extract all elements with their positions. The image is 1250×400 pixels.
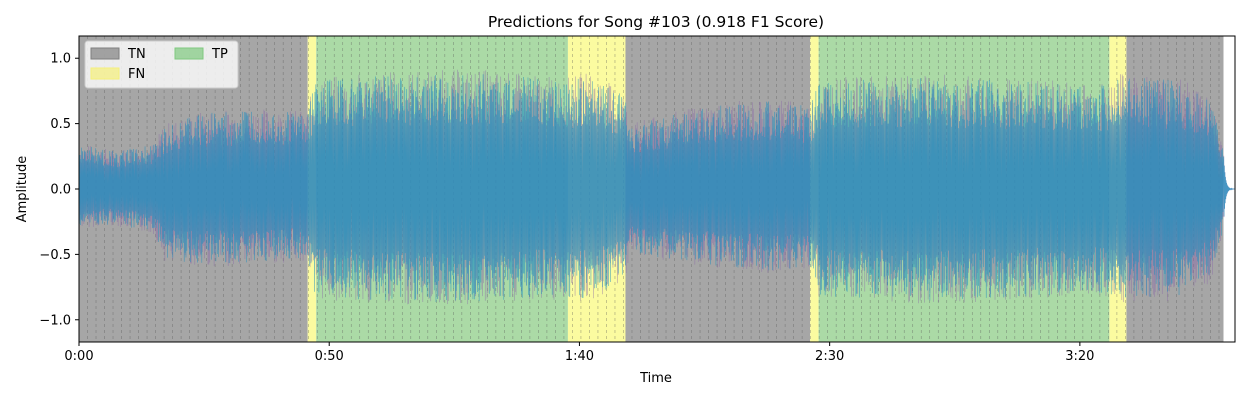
x-tick-label-4: 3:20 xyxy=(1065,349,1094,364)
legend-swatch-tp xyxy=(174,47,204,60)
x-tick-label-2: 1:40 xyxy=(565,349,594,364)
y-axis-title: Amplitude xyxy=(15,156,30,223)
x-axis: 0:00 0:50 1:40 2:30 3:20 xyxy=(64,342,1094,364)
x-tick-label-1: 0:50 xyxy=(315,349,344,364)
legend-label-tp: TP xyxy=(211,47,228,62)
y-tick-label-4: 1.0 xyxy=(50,52,71,67)
waveform-layer xyxy=(78,69,1236,305)
plot-area xyxy=(78,35,1236,343)
waveform-primary xyxy=(78,74,1236,303)
legend-swatch-tn xyxy=(90,47,120,60)
y-tick-label-3: 0.5 xyxy=(50,117,71,132)
chart-title: Predictions for Song #103 (0.918 F1 Scor… xyxy=(488,13,824,31)
legend-label-fn: FN xyxy=(128,67,145,82)
legend-swatch-fn xyxy=(90,67,120,80)
y-axis: −1.0 −0.5 0.0 0.5 1.0 xyxy=(39,52,79,328)
x-tick-label-0: 0:00 xyxy=(64,349,93,364)
y-tick-label-1: −0.5 xyxy=(39,248,71,263)
y-tick-label-2: 0.0 xyxy=(50,183,71,198)
x-axis-title: Time xyxy=(639,371,672,386)
legend-label-tn: TN xyxy=(127,47,146,62)
x-tick-label-3: 2:30 xyxy=(815,349,844,364)
legend: TN FN TP xyxy=(84,40,239,89)
y-tick-label-0: −1.0 xyxy=(39,313,71,328)
